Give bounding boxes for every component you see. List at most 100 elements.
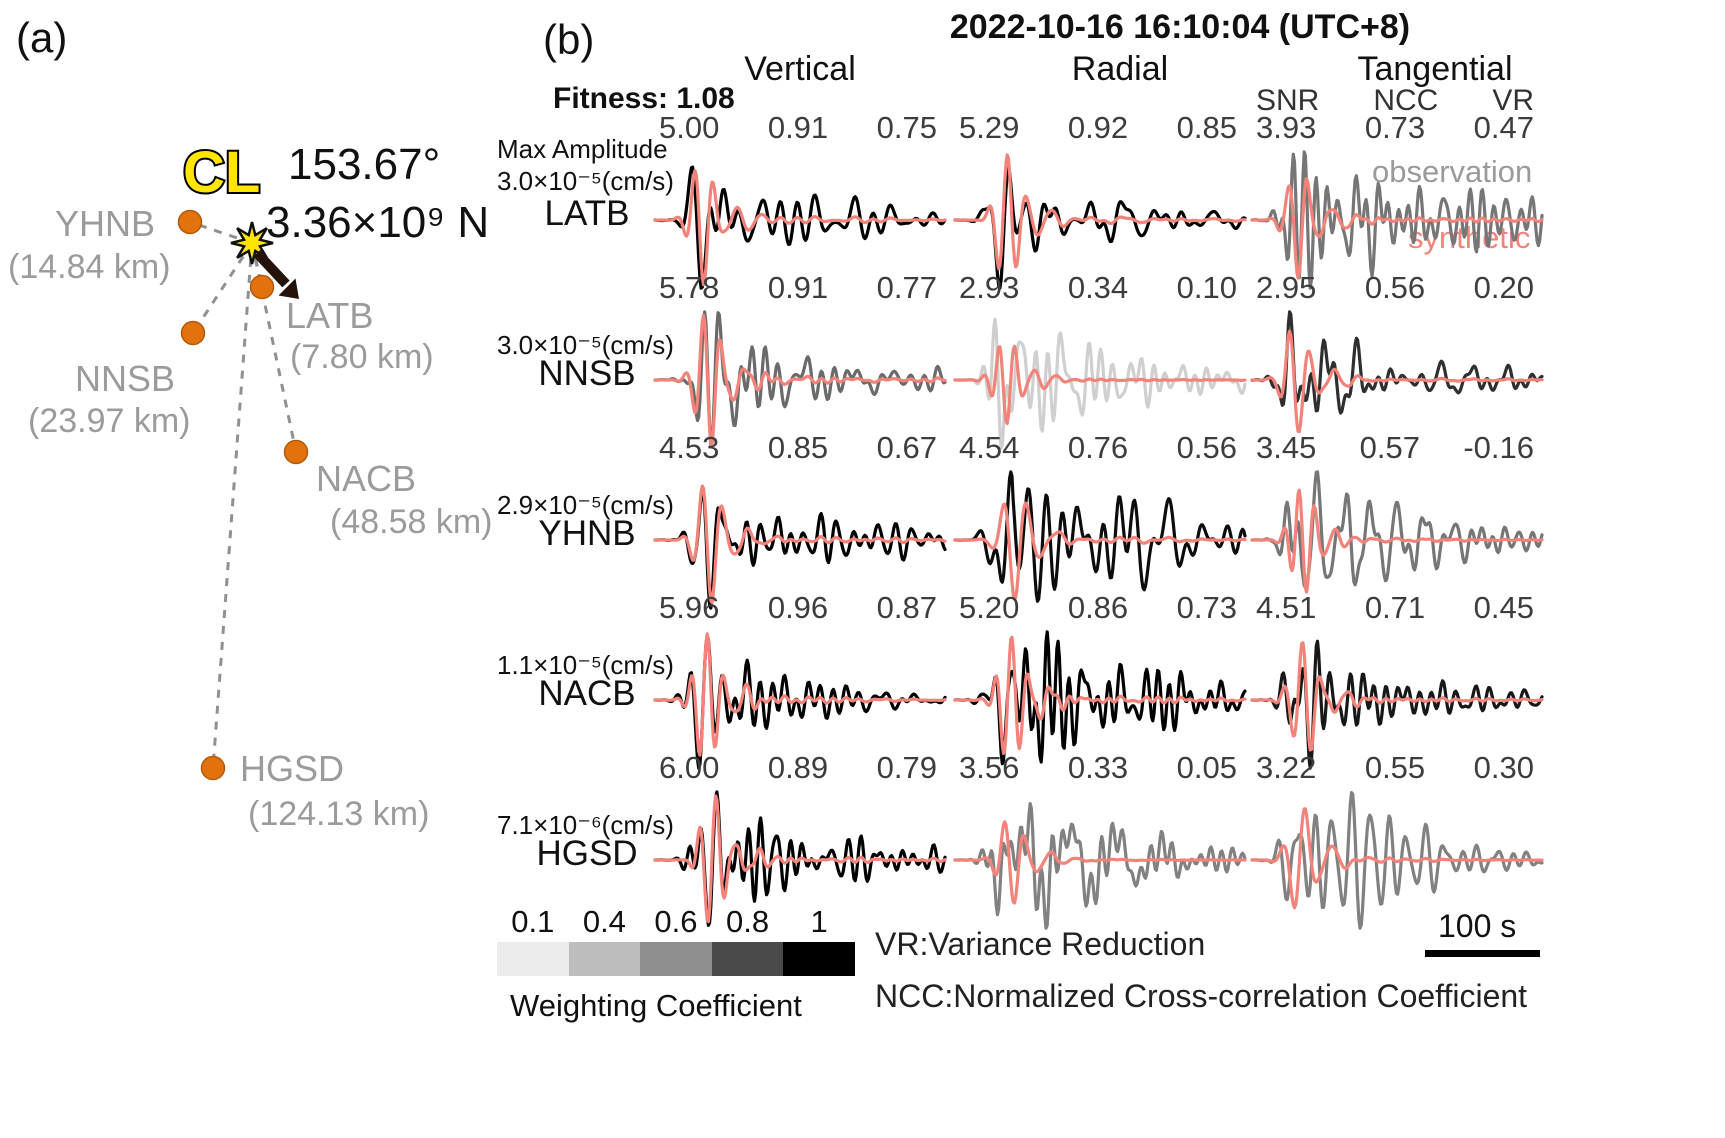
metrics-nnsb-tangential: 2.95 0.56 0.20 — [1256, 270, 1534, 306]
ncc-value: 0.71 — [1364, 590, 1426, 625]
panel-a-label: (a) — [16, 14, 68, 61]
trace-yhnb-tangential — [1250, 470, 1544, 594]
weighting-colorbar-ticks: 0.1 0.4 0.6 0.8 1 — [497, 904, 855, 940]
station-label-nacb: NACB — [538, 674, 636, 713]
vr-value: 0.85 — [1176, 110, 1237, 145]
weight-swatch — [568, 942, 641, 976]
map-station-hgsd: HGSD — [240, 748, 345, 789]
weight-swatch — [497, 942, 569, 976]
vr-value: 0.47 — [1473, 110, 1534, 145]
vr-value: 0.20 — [1473, 270, 1534, 305]
station-dots — [177, 209, 309, 781]
force-arrow-icon — [253, 249, 299, 299]
weight-tick: 0.8 — [726, 904, 770, 939]
weight-swatch — [640, 942, 712, 976]
event-datetime-title: 2022-10-16 16:10:04 (UTC+8) — [949, 8, 1411, 46]
ncc-value: 0.91 — [767, 110, 829, 145]
weight-tick: 0.1 — [511, 904, 555, 939]
station-label-hgsd: HGSD — [536, 834, 638, 873]
vr-value: 0.75 — [876, 110, 937, 145]
column-header-vertical: Vertical — [744, 50, 856, 88]
ncc-definition: NCC:Normalized Cross-correlation Coeffic… — [875, 978, 1528, 1014]
snr-value: 3.93 — [1256, 110, 1317, 145]
metrics-nacb-vertical: 5.96 0.96 0.87 — [659, 590, 937, 626]
snr-value: 5.96 — [659, 590, 720, 625]
trace-nnsb-vertical — [653, 310, 947, 447]
event-force-magnitude: 3.36×10⁹ N — [266, 198, 490, 247]
column-header-radial: Radial — [1071, 50, 1169, 88]
fitness-value: Fitness: 1.08 — [553, 82, 735, 115]
map-distance-yhnb: (14.84 km) — [8, 248, 171, 286]
event-code-label: CL — [183, 140, 260, 205]
snr-value: 2.93 — [959, 270, 1020, 305]
map-distance-nacb: (48.58 km) — [330, 503, 493, 541]
snr-value: 3.56 — [959, 750, 1020, 785]
max-amplitude-latb: 3.0×10⁻⁵(cm/s) — [497, 166, 674, 196]
vr-value: 0.77 — [876, 270, 937, 305]
ncc-value: 0.33 — [1067, 750, 1129, 785]
station-label-yhnb: YHNB — [538, 514, 636, 553]
vr-value: 0.45 — [1473, 590, 1534, 625]
vr-value: 0.30 — [1473, 750, 1534, 785]
legend-observation: observation — [1372, 154, 1533, 189]
ncc-value: 0.73 — [1364, 110, 1426, 145]
trace-hgsd-vertical — [653, 790, 947, 927]
max-amplitude-hgsd: 7.1×10⁻⁶(cm/s) — [497, 810, 674, 840]
ncc-value: 0.34 — [1067, 270, 1129, 305]
map-distance-latb: (7.80 km) — [290, 338, 434, 376]
metric-header-vr: VR — [1492, 84, 1534, 117]
map-station-yhnb: YHNB — [55, 203, 156, 244]
metric-headers: SNR NCC VR — [1256, 84, 1534, 118]
column-header-tangential: Tangential — [1357, 50, 1513, 88]
metric-header-snr: SNR — [1256, 84, 1320, 117]
trace-yhnb-vertical — [653, 484, 947, 610]
panel-b-label: (b) — [543, 16, 595, 63]
ncc-value: 0.96 — [767, 590, 829, 625]
station-map: CL — [177, 138, 309, 781]
dashed-raypaths — [189, 220, 298, 769]
vr-value: 0.79 — [876, 750, 937, 785]
vr-value: 0.67 — [876, 430, 937, 465]
metrics-hgsd-tangential: 3.22 0.55 0.30 — [1256, 750, 1534, 786]
vr-value: 0.73 — [1176, 590, 1237, 625]
vr-definition: VR:Variance Reduction — [875, 926, 1206, 962]
trace-yhnb-radial — [953, 470, 1247, 603]
station-dot-latb — [249, 274, 275, 300]
trace-nnsb-radial — [953, 317, 1247, 450]
trace-hgsd-radial — [953, 802, 1247, 930]
metrics-hgsd-radial: 3.56 0.33 0.05 — [959, 750, 1237, 786]
metrics-yhnb-radial: 4.54 0.76 0.56 — [959, 430, 1237, 466]
trace-latb-radial — [953, 153, 1247, 290]
map-distance-hgsd: (124.13 km) — [248, 795, 430, 833]
ncc-value: 0.86 — [1067, 590, 1129, 625]
metrics-nnsb-radial: 2.93 0.34 0.10 — [959, 270, 1237, 306]
vr-value: 0.56 — [1176, 430, 1237, 465]
trace-nacb-tangential — [1250, 639, 1544, 770]
snr-value: 3.22 — [1256, 750, 1317, 785]
vr-value: 0.87 — [876, 590, 937, 625]
max-amplitude-nnsb: 3.0×10⁻⁵(cm/s) — [497, 330, 674, 360]
ncc-value: 0.91 — [767, 270, 829, 305]
metrics-yhnb-tangential: 3.45 0.57 -0.16 — [1256, 430, 1534, 466]
snr-value: 5.29 — [959, 110, 1020, 145]
trace-nnsb-tangential — [1250, 310, 1544, 434]
station-dot-hgsd — [200, 755, 226, 781]
snr-value: 4.53 — [659, 430, 720, 465]
time-scale-label: 100 s — [1438, 908, 1517, 944]
metrics-latb-vertical: 5.00 0.91 0.75 — [659, 110, 937, 146]
station-dot-nacb — [283, 439, 309, 465]
vr-value: 0.10 — [1176, 270, 1237, 305]
ncc-value: 0.89 — [767, 750, 829, 785]
metrics-latb-radial: 5.29 0.92 0.85 — [959, 110, 1237, 146]
weighting-coefficient-label: Weighting Coefficient — [510, 988, 802, 1023]
weight-tick: 0.6 — [654, 904, 698, 939]
trace-nacb-vertical — [653, 632, 947, 770]
weight-swatch — [711, 942, 784, 976]
max-amplitude-nacb: 1.1×10⁻⁵(cm/s) — [497, 650, 674, 680]
snr-value: 5.00 — [659, 110, 720, 145]
snr-value: 3.45 — [1256, 430, 1317, 465]
weighting-colorbar — [497, 942, 855, 976]
snr-value: 2.95 — [1256, 270, 1317, 305]
weight-tick: 0.4 — [582, 904, 626, 939]
map-station-nnsb: NNSB — [75, 358, 176, 399]
